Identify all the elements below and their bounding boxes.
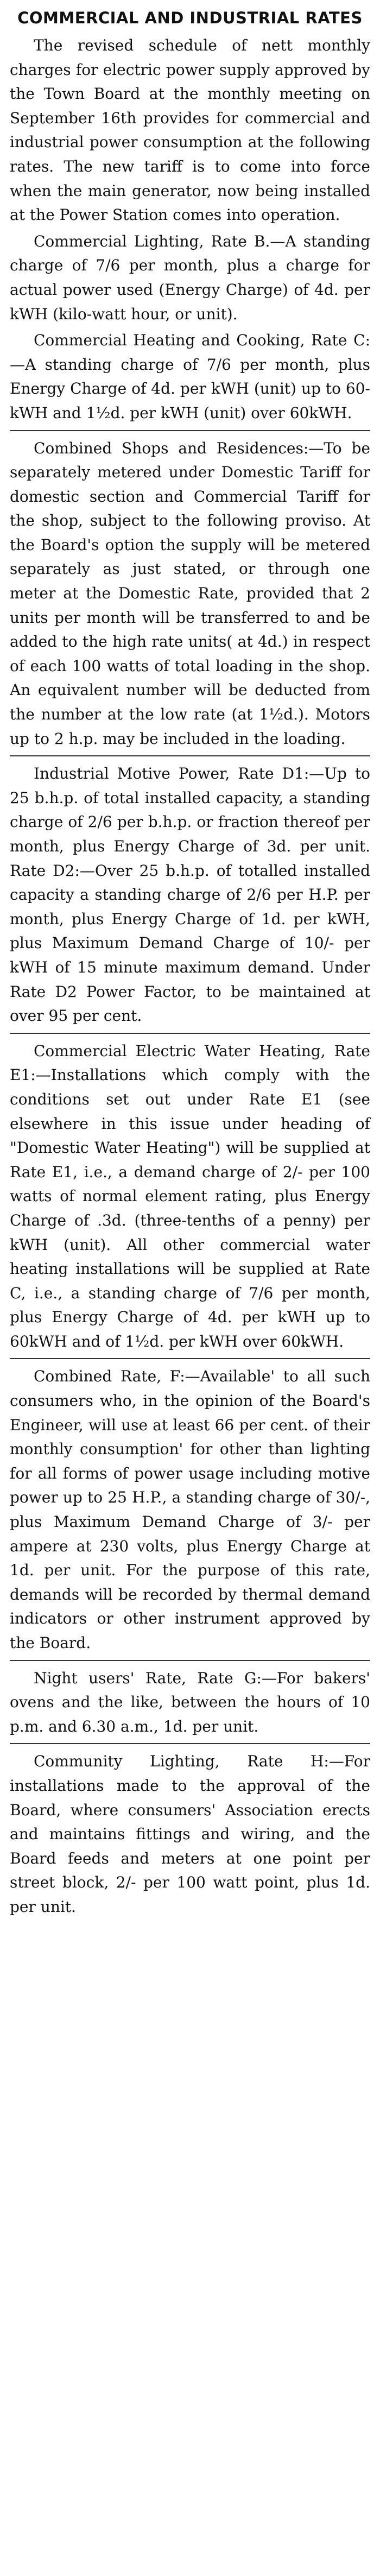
column-divider — [10, 1659, 370, 1661]
column-divider — [10, 430, 370, 431]
column-divider — [10, 1032, 370, 1034]
column-divider — [10, 1743, 370, 1745]
column-divider — [10, 1358, 370, 1360]
paragraph-intro: The revised schedule of nett monthly cha… — [10, 36, 370, 224]
paragraph-rate-c: Commercial Heating and Cooking, Rate C:—… — [10, 331, 370, 422]
paragraph-rate-b: Commercial Lighting, Rate B.—A standing … — [10, 232, 370, 323]
paragraph-rate-f: Combined Rate, F:—Available' to all such… — [10, 1367, 370, 1652]
article-headline: COMMERCIAL AND INDUSTRIAL RATES — [17, 9, 363, 27]
column-divider — [10, 755, 370, 757]
article-column: COMMERCIAL AND INDUSTRIAL RATES The revi… — [10, 8, 370, 1920]
paragraph-combined-shops: Combined Shops and Residences:—To be sep… — [10, 439, 370, 748]
paragraph-rate-g: Night users' Rate, Rate G:—For bakers' o… — [10, 1669, 370, 1735]
paragraph-rate-h: Community Lighting, Rate H:—For installa… — [10, 1752, 370, 1916]
paragraph-rate-e1: Commercial Electric Water Heating, Rate … — [10, 1041, 370, 1350]
paragraph-rate-d: Industrial Motive Power, Rate D1:—Up to … — [10, 765, 370, 1025]
